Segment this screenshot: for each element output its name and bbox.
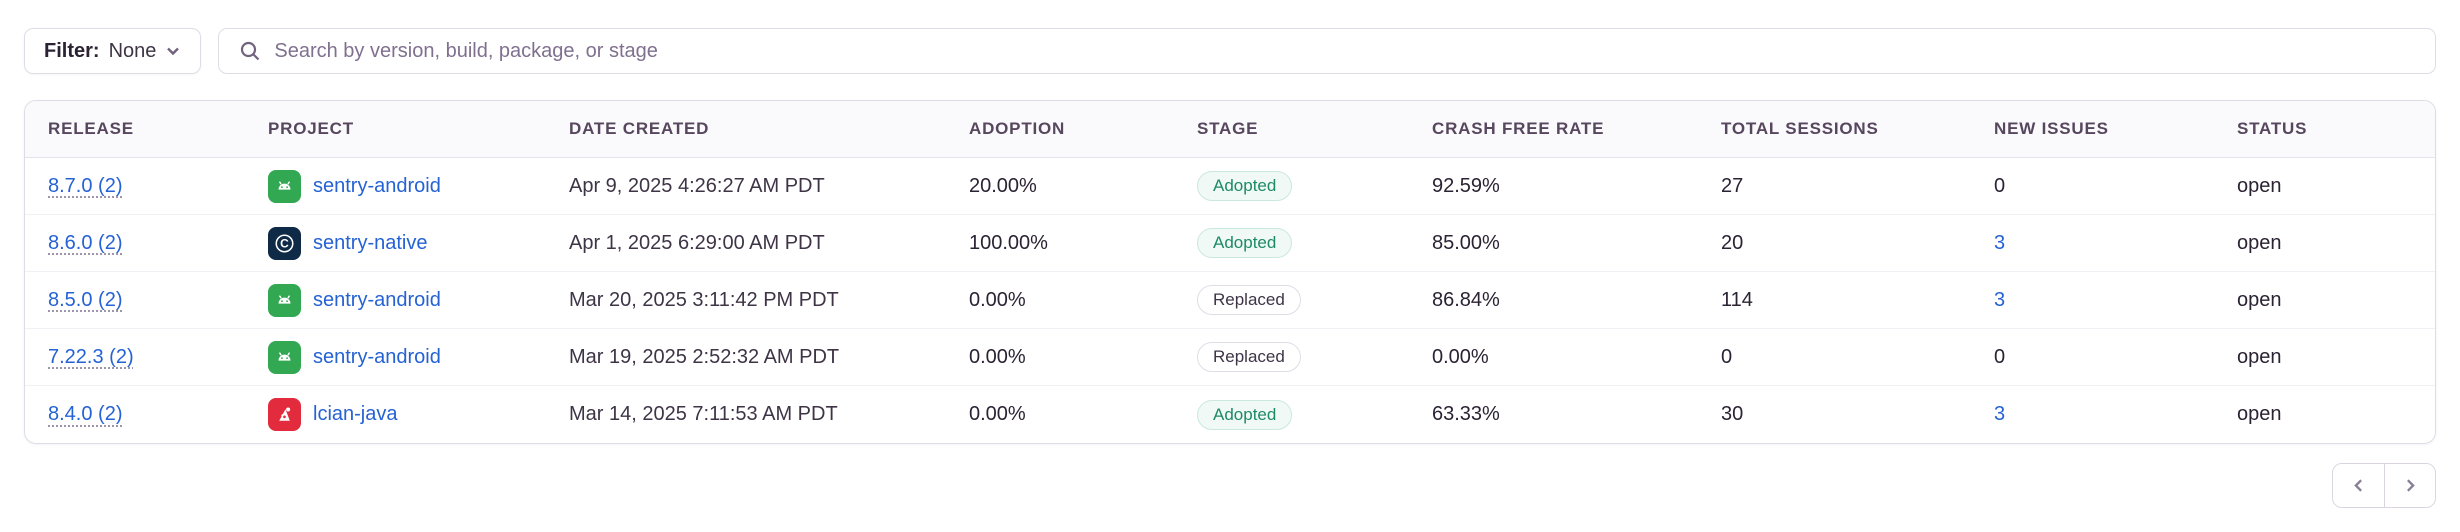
filter-label: Filter: <box>44 39 100 62</box>
next-page-button[interactable] <box>2384 464 2435 507</box>
filter-button[interactable]: Filter: None <box>24 28 202 74</box>
release-version-link[interactable]: 8.4.0 (2) <box>48 403 123 425</box>
stage-badge: Adopted <box>1197 171 1293 201</box>
total-sessions-cell: 20 <box>1721 231 1744 254</box>
previous-page-button[interactable] <box>2333 464 2384 507</box>
status-cell: open <box>2237 345 2282 368</box>
column-header-status: STATUS <box>2237 119 2308 138</box>
column-header-stage: STAGE <box>1197 119 1259 138</box>
project-link[interactable]: sentry-android <box>313 288 441 311</box>
status-cell: open <box>2237 288 2282 311</box>
project-link[interactable]: sentry-android <box>313 174 441 197</box>
chevron-left-icon <box>2354 479 2362 492</box>
table-row: 8.7.0 (2) sentry-android Apr 9, 2025 4:2… <box>25 158 2435 215</box>
crash-free-rate-cell: 0.00% <box>1432 345 1489 368</box>
column-header-total-sessions: TOTAL SESSIONS <box>1721 119 1879 138</box>
releases-table: RELEASE PROJECT DATE CREATED ADOPTION ST… <box>24 100 2436 444</box>
total-sessions-cell: 27 <box>1721 174 1744 197</box>
adoption-cell: 0.00% <box>969 288 1026 311</box>
crash-free-rate-cell: 92.59% <box>1432 174 1500 197</box>
column-header-adoption: ADOPTION <box>969 119 1066 138</box>
adoption-cell: 20.00% <box>969 174 1037 197</box>
new-issues-link[interactable]: 3 <box>1994 288 2006 311</box>
stage-badge: Adopted <box>1197 228 1293 258</box>
search-box <box>218 28 2436 74</box>
new-issues-link[interactable]: 3 <box>1994 231 2006 254</box>
column-header-date-created: DATE CREATED <box>569 119 710 138</box>
adoption-cell: 0.00% <box>969 403 1026 425</box>
column-header-project: PROJECT <box>268 119 354 138</box>
status-cell: open <box>2237 174 2282 197</box>
adoption-cell: 100.00% <box>969 231 1048 254</box>
chevron-down-icon <box>167 47 180 56</box>
total-sessions-cell: 0 <box>1721 345 1733 368</box>
adoption-cell: 0.00% <box>969 345 1026 368</box>
table-header-row: RELEASE PROJECT DATE CREATED ADOPTION ST… <box>25 101 2435 158</box>
android-project-icon <box>268 169 301 203</box>
toolbar: Filter: None <box>24 28 2436 74</box>
date-created-cell: Apr 1, 2025 6:29:00 AM PDT <box>569 231 825 254</box>
column-header-new-issues: NEW ISSUES <box>1994 119 2109 138</box>
release-version-link[interactable]: 8.5.0 (2) <box>48 288 123 311</box>
new-issues-count: 0 <box>1994 174 2006 197</box>
svg-text:C: C <box>280 236 289 250</box>
column-header-crash-free-rate: CRASH FREE RATE <box>1432 119 1605 138</box>
table-row: 7.22.3 (2) sentry-android Mar 19, 2025 2… <box>25 329 2435 386</box>
status-cell: open <box>2237 403 2282 425</box>
android-project-icon <box>268 340 301 374</box>
column-header-release: RELEASE <box>48 119 134 138</box>
table-row: 8.4.0 (2) lcian-java Mar 14, 2025 7:11:5… <box>25 386 2435 443</box>
pagination <box>24 463 2436 508</box>
table-body: 8.7.0 (2) sentry-android Apr 9, 2025 4:2… <box>25 158 2435 443</box>
crash-free-rate-cell: 63.33% <box>1432 403 1500 425</box>
filter-value: None <box>108 39 157 62</box>
date-created-cell: Apr 9, 2025 4:26:27 AM PDT <box>569 174 825 197</box>
crash-free-rate-cell: 86.84% <box>1432 288 1500 311</box>
stage-badge: Replaced <box>1197 342 1301 372</box>
total-sessions-cell: 114 <box>1721 288 1753 311</box>
project-link[interactable]: lcian-java <box>313 403 398 425</box>
project-link[interactable]: sentry-native <box>313 231 428 254</box>
crash-free-rate-cell: 85.00% <box>1432 231 1500 254</box>
java-project-icon <box>268 398 301 431</box>
chevron-right-icon <box>2406 479 2415 492</box>
date-created-cell: Mar 20, 2025 3:11:42 PM PDT <box>569 288 839 311</box>
status-cell: open <box>2237 231 2282 254</box>
stage-badge: Adopted <box>1197 399 1293 430</box>
date-created-cell: Mar 19, 2025 2:52:32 AM PDT <box>569 345 840 368</box>
release-version-link[interactable]: 8.7.0 (2) <box>48 174 123 197</box>
c-project-icon: C <box>268 226 301 260</box>
total-sessions-cell: 30 <box>1721 403 1744 425</box>
search-input[interactable] <box>274 39 2415 63</box>
android-project-icon <box>268 283 301 317</box>
new-issues-count: 0 <box>1994 345 2006 368</box>
search-icon <box>241 41 260 61</box>
new-issues-link[interactable]: 3 <box>1994 403 2006 425</box>
project-link[interactable]: sentry-android <box>313 345 441 368</box>
date-created-cell: Mar 14, 2025 7:11:53 AM PDT <box>569 403 838 425</box>
table-row: 8.6.0 (2) C sentry-native Apr 1, 2025 6:… <box>25 215 2435 272</box>
table-row: 8.5.0 (2) sentry-android Mar 20, 2025 3:… <box>25 272 2435 329</box>
release-version-link[interactable]: 7.22.3 (2) <box>48 345 134 368</box>
stage-badge: Replaced <box>1197 285 1301 315</box>
release-version-link[interactable]: 8.6.0 (2) <box>48 231 123 254</box>
